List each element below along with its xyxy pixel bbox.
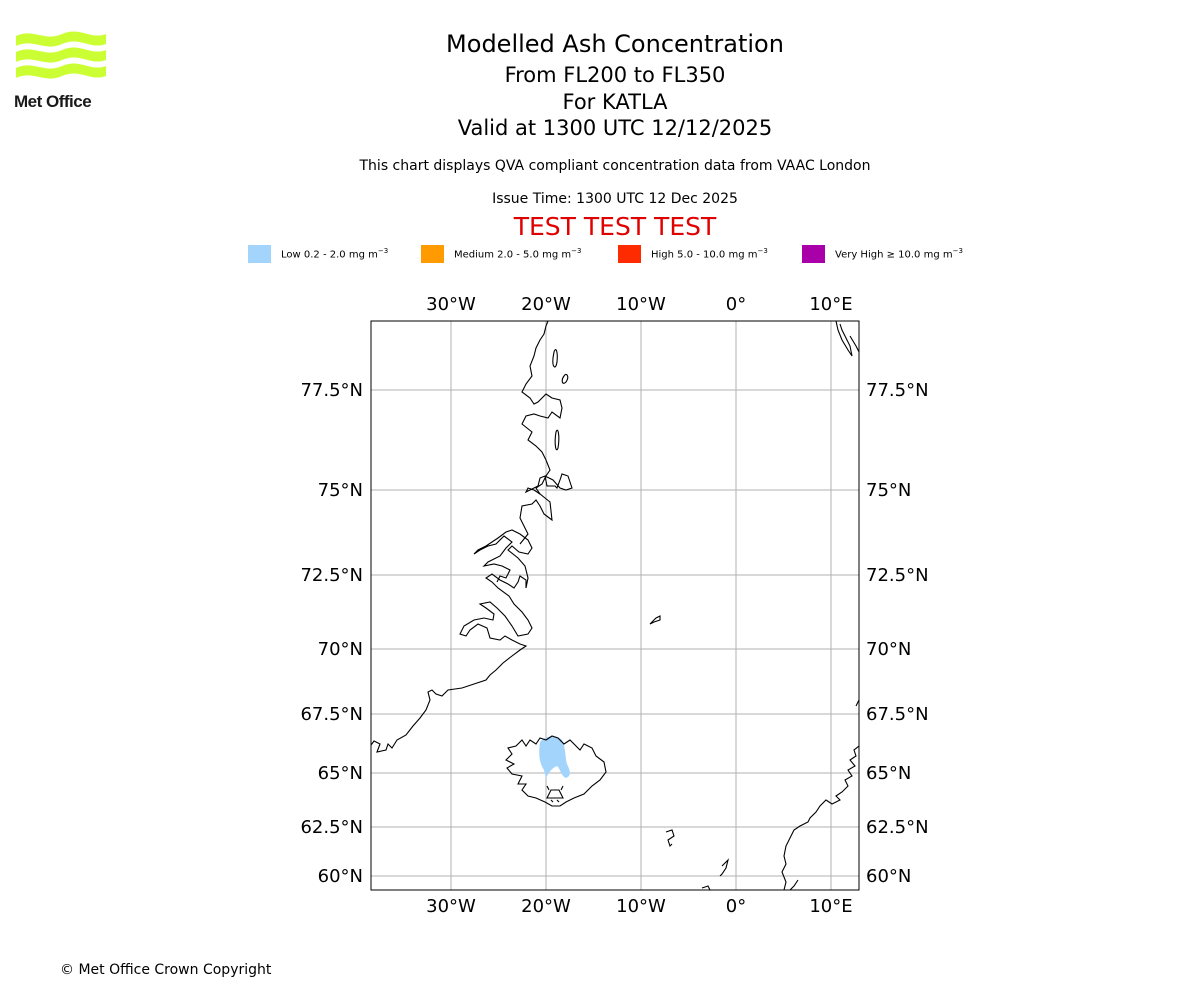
lon-label: 10°W	[616, 896, 666, 917]
lat-label: 77.5°N	[300, 380, 363, 401]
lat-label: 77.5°N	[866, 380, 929, 401]
flight-levels: From FL200 to FL350	[504, 63, 726, 87]
legend-swatch-medium	[421, 245, 444, 263]
test-banner: TEST TEST TEST	[513, 212, 717, 241]
map-gridlines	[371, 321, 859, 890]
ash-plume-low	[539, 736, 570, 778]
legend-label-medium: Medium 2.0 - 5.0 mg m−3	[454, 247, 582, 261]
lat-label: 62.5°N	[300, 817, 363, 838]
lat-label: 70°N	[866, 639, 911, 660]
issue-time: Issue Time: 1300 UTC 12 Dec 2025	[492, 191, 738, 207]
coastline-jan-mayen	[649, 615, 661, 625]
copyright-notice: © Met Office Crown Copyright	[60, 962, 272, 978]
lat-label: 72.5°N	[300, 565, 363, 586]
coastline-norway	[701, 699, 859, 890]
lon-label: 10°W	[616, 294, 666, 315]
lon-label: 10°E	[809, 294, 852, 315]
coastline-faroes	[665, 829, 675, 848]
legend-label-very-high: Very High ≥ 10.0 mg m−3	[835, 247, 963, 261]
lat-label: 75°N	[866, 480, 911, 501]
lat-label: 65°N	[866, 763, 911, 784]
legend-label-high: High 5.0 - 10.0 mg m−3	[651, 247, 768, 261]
volcano-name: For KATLA	[562, 90, 668, 114]
chart-title: Modelled Ash Concentration	[446, 30, 784, 58]
legend-item-medium: Medium 2.0 - 5.0 mg m−3	[421, 244, 581, 264]
lat-label: 67.5°N	[300, 704, 363, 725]
lon-label: 30°W	[426, 896, 476, 917]
lat-label: 60°N	[318, 866, 363, 887]
lat-label: 67.5°N	[866, 704, 929, 725]
lat-labels-left: 77.5°N 75°N 72.5°N 70°N 67.5°N 65°N 62.5…	[300, 380, 363, 887]
lon-label: 20°W	[521, 896, 571, 917]
lat-label: 75°N	[318, 480, 363, 501]
logo-text: Met Office	[14, 92, 92, 111]
lat-label: 65°N	[318, 763, 363, 784]
coastline-svalbard	[835, 321, 859, 357]
volcano-marker-icon	[546, 785, 564, 803]
legend-label-low: Low 0.2 - 2.0 mg m−3	[281, 247, 389, 261]
lon-label: 0°	[726, 896, 746, 917]
lon-labels-top: 30°W 20°W 10°W 0° 10°E	[426, 294, 852, 315]
legend-item-high: High 5.0 - 10.0 mg m−3	[618, 244, 768, 264]
lon-label: 10°E	[809, 896, 852, 917]
lon-label: 30°W	[426, 294, 476, 315]
coastline-iceland	[505, 735, 607, 807]
coastline-greenland	[371, 529, 533, 753]
valid-time: Valid at 1300 UTC 12/12/2025	[457, 116, 773, 140]
legend-item-low: Low 0.2 - 2.0 mg m−3	[248, 244, 388, 264]
lat-labels-right: 77.5°N 75°N 72.5°N 70°N 67.5°N 65°N 62.5…	[866, 380, 929, 887]
lon-label: 0°	[726, 294, 746, 315]
coastline-shetland	[719, 858, 730, 877]
lon-label: 20°W	[521, 294, 571, 315]
map-frame	[370, 320, 860, 891]
lat-label: 62.5°N	[866, 817, 929, 838]
legend-swatch-low	[248, 245, 271, 263]
legend-item-very-high: Very High ≥ 10.0 mg m−3	[802, 244, 963, 264]
lat-label: 70°N	[318, 639, 363, 660]
compliance-note: This chart displays QVA compliant concen…	[359, 158, 871, 174]
legend-swatch-high	[618, 245, 641, 263]
lon-labels-bottom: 30°W 20°W 10°W 0° 10°E	[426, 896, 852, 917]
legend-swatch-very-high	[802, 245, 825, 263]
lat-label: 60°N	[866, 866, 911, 887]
met-office-logo-icon	[16, 31, 106, 79]
lat-label: 72.5°N	[866, 565, 929, 586]
